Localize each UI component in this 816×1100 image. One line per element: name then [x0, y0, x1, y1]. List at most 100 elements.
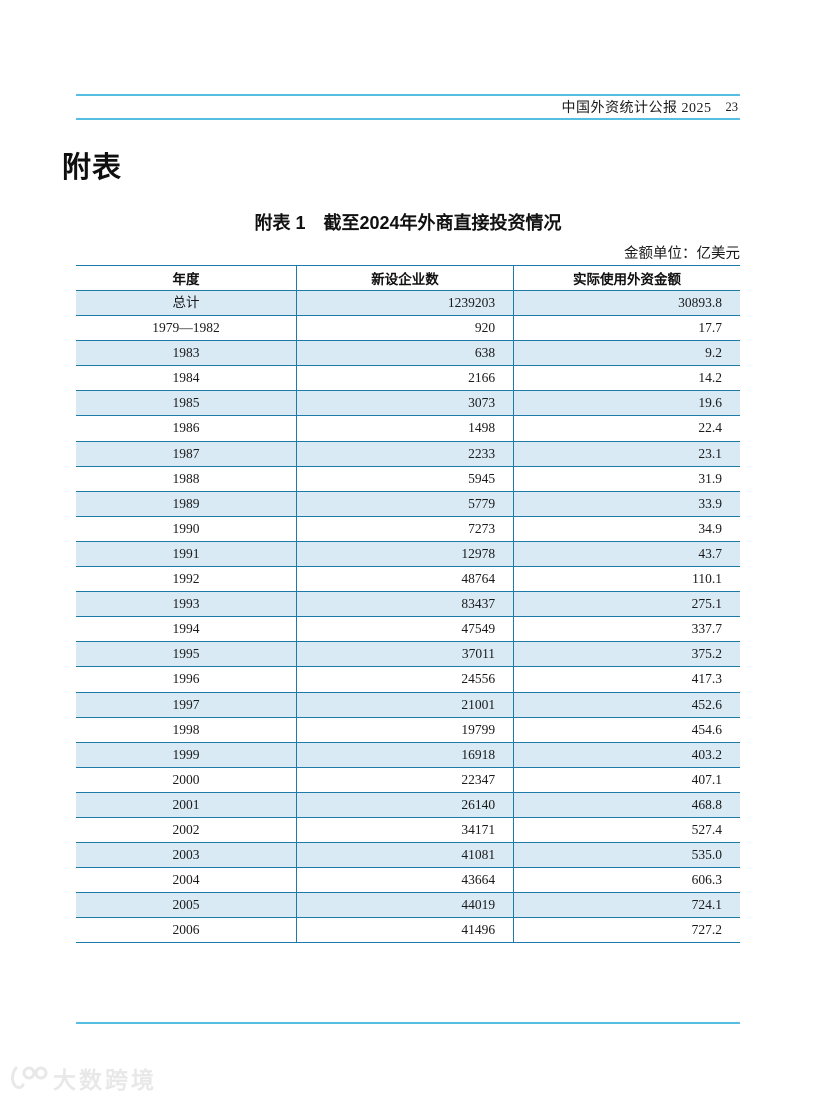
table-row: 1996 24556 417.3 — [76, 666, 740, 692]
new-enterprises-cell: 16918 — [295, 742, 514, 768]
utilized-fdi-cell: 23.1 — [513, 441, 740, 467]
watermark-text: 大数跨境 — [53, 1067, 157, 1093]
year-cell: 1992 — [172, 571, 200, 587]
utilized-fdi-cell: 535.0 — [513, 842, 740, 868]
table-row: 1986 1498 22.4 — [76, 415, 740, 442]
col-header-utilized-fdi: 实际使用外资金额 — [513, 265, 740, 291]
utilized-fdi-cell: 454.6 — [513, 717, 740, 743]
year-cell: 1984 — [172, 370, 200, 386]
utilized-fdi-cell: 527.4 — [513, 817, 740, 843]
new-enterprises-cell: 43664 — [295, 867, 514, 893]
table-row: 1999 16918 403.2 — [76, 742, 740, 768]
footer-rule — [76, 1022, 740, 1024]
table-head: 年度 新设企业数 实际使用外资金额 — [76, 265, 740, 291]
table-title: 附表 1 截至2024年外商直接投资情况 — [254, 213, 562, 233]
unit-note: 金额单位：亿美元 — [624, 246, 740, 262]
new-enterprises-cell: 22347 — [295, 767, 514, 793]
new-enterprises-cell: 34171 — [295, 817, 514, 843]
new-enterprises-cell: 24556 — [295, 666, 514, 692]
year-cell: 1997 — [172, 696, 200, 712]
year-cell: 2003 — [172, 847, 200, 863]
year-cell: 1994 — [172, 621, 200, 637]
table-row: 2000 22347 407.1 — [76, 767, 740, 793]
new-enterprises-cell: 638 — [295, 340, 514, 366]
year-cell: 总计 — [172, 295, 200, 310]
year-cell: 2006 — [172, 922, 200, 938]
new-enterprises-cell: 5779 — [295, 491, 514, 517]
new-enterprises-cell: 2233 — [295, 441, 514, 467]
table-row: 1984 2166 14.2 — [76, 365, 740, 391]
dashukuajing-logo-icon — [11, 1066, 48, 1089]
utilized-fdi-cell: 417.3 — [513, 666, 740, 692]
year-cell: 2002 — [172, 821, 200, 837]
section-heading: 附表 — [62, 152, 123, 184]
year-cell: 2000 — [172, 771, 200, 787]
table-row: 1985 3073 19.6 — [76, 390, 740, 416]
table-row: 2006 41496 727.2 — [76, 917, 740, 943]
table-row: 2003 41081 535.0 — [76, 842, 740, 868]
utilized-fdi-cell: 17.7 — [513, 315, 740, 341]
new-enterprises-cell: 47549 — [295, 616, 514, 642]
year-cell: 1986 — [172, 420, 200, 436]
utilized-fdi-cell: 468.8 — [513, 792, 740, 818]
utilized-fdi-cell: 34.9 — [513, 516, 740, 542]
new-enterprises-cell: 1239203 — [295, 290, 514, 316]
table-row: 1989 5779 33.9 — [76, 491, 740, 517]
new-enterprises-cell: 2166 — [295, 365, 514, 391]
new-enterprises-cell: 21001 — [295, 692, 514, 718]
new-enterprises-cell: 19799 — [295, 717, 514, 743]
watermark: 大数跨境 — [8, 1061, 157, 1095]
table-row: 1992 48764 110.1 — [76, 566, 740, 592]
new-enterprises-cell: 26140 — [295, 792, 514, 818]
new-enterprises-cell: 920 — [295, 315, 514, 341]
table-row: 1997 21001 452.6 — [76, 692, 740, 718]
utilized-fdi-cell: 403.2 — [513, 742, 740, 768]
utilized-fdi-cell: 43.7 — [513, 541, 740, 567]
utilized-fdi-cell: 375.2 — [513, 641, 740, 667]
utilized-fdi-cell: 9.2 — [513, 340, 740, 366]
year-cell: 1985 — [172, 395, 200, 411]
year-cell: 1990 — [172, 520, 200, 536]
year-cell: 1993 — [172, 596, 200, 612]
year-cell: 1979—1982 — [152, 320, 220, 336]
table-row: 1994 47549 337.7 — [76, 616, 740, 642]
utilized-fdi-cell: 110.1 — [513, 566, 740, 592]
year-cell: 2001 — [172, 796, 200, 812]
table-row: 1987 2233 23.1 — [76, 441, 740, 467]
year-cell: 1987 — [172, 445, 200, 461]
new-enterprises-cell: 7273 — [295, 516, 514, 542]
table-row: 1988 5945 31.9 — [76, 466, 740, 492]
table-row: 1995 37011 375.2 — [76, 641, 740, 667]
table-row: 1993 83437 275.1 — [76, 591, 740, 617]
table-row: 1979—1982 920 17.7 — [76, 315, 740, 341]
utilized-fdi-cell: 14.2 — [513, 365, 740, 391]
new-enterprises-cell: 37011 — [295, 641, 514, 667]
table-row: 2004 43664 606.3 — [76, 867, 740, 893]
table-row: 1998 19799 454.6 — [76, 717, 740, 743]
table-row: 1983 638 9.2 — [76, 340, 740, 366]
table-row: 2001 26140 468.8 — [76, 792, 740, 818]
doc-title: 中国外资统计公报 2025 — [561, 101, 712, 116]
utilized-fdi-cell: 337.7 — [513, 616, 740, 642]
col-header-year: 年度 — [172, 272, 200, 287]
fdi-table: 年度 新设企业数 实际使用外资金额 总计 1239203 30893.8 1979—1… — [76, 265, 740, 943]
year-cell: 1999 — [172, 746, 200, 762]
year-cell: 1988 — [172, 470, 200, 486]
year-cell: 1991 — [172, 545, 200, 561]
new-enterprises-cell: 44019 — [295, 892, 514, 918]
year-cell: 2004 — [172, 872, 200, 888]
table-row: 2005 44019 724.1 — [76, 892, 740, 918]
utilized-fdi-cell: 407.1 — [513, 767, 740, 793]
utilized-fdi-cell: 724.1 — [513, 892, 740, 918]
year-cell: 1989 — [172, 495, 200, 511]
year-cell: 1983 — [172, 345, 200, 361]
header-row: 年度 新设企业数 实际使用外资金额 — [76, 265, 740, 291]
running-head: 中国外资统计公报 2025 23 — [76, 94, 740, 120]
page-number: 23 — [725, 99, 739, 114]
utilized-fdi-cell: 275.1 — [513, 591, 740, 617]
utilized-fdi-cell: 727.2 — [513, 917, 740, 943]
utilized-fdi-cell: 33.9 — [513, 491, 740, 517]
table-row: 总计 1239203 30893.8 — [76, 290, 740, 316]
utilized-fdi-cell: 19.6 — [513, 390, 740, 416]
